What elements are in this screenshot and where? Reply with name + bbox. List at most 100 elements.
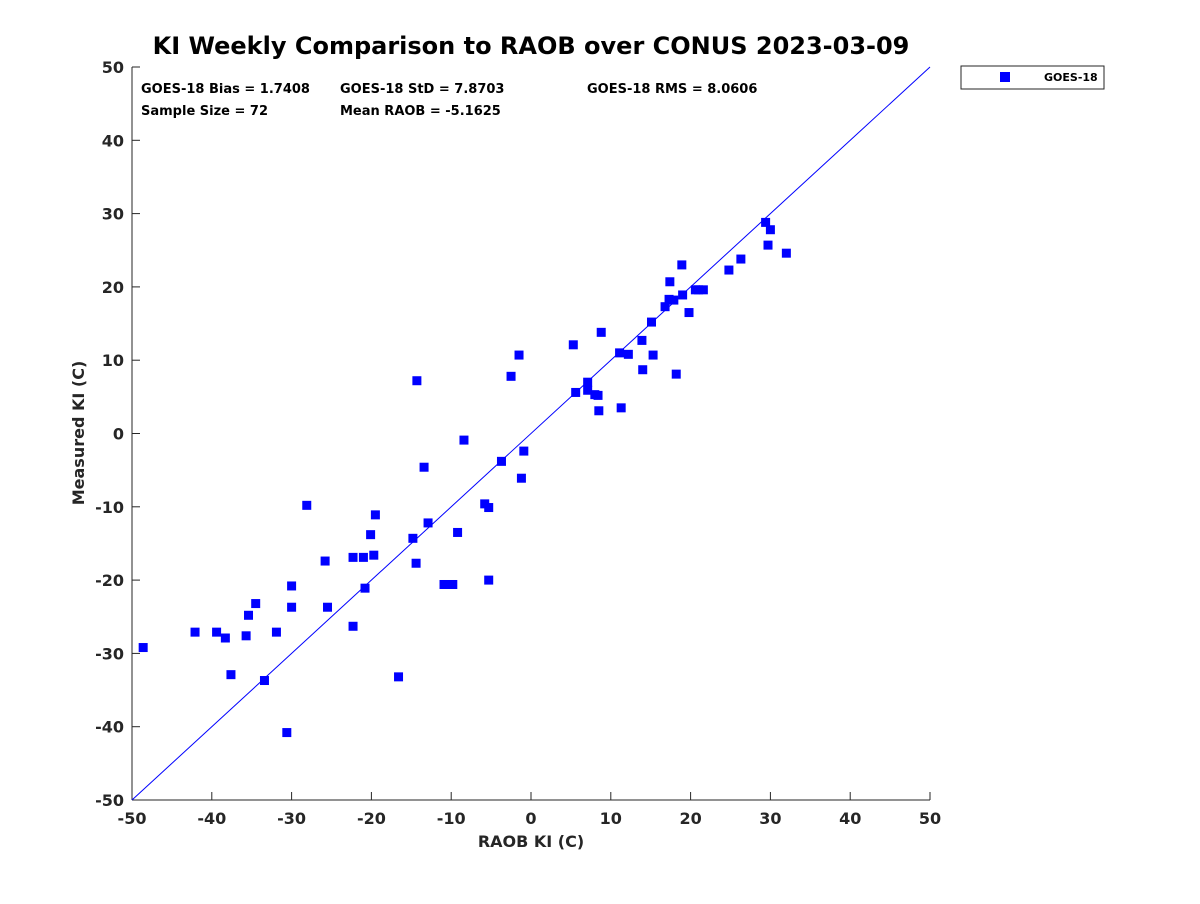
stat-std: GOES-18 StD = 7.8703 [340, 82, 504, 97]
data-point [423, 518, 433, 528]
data-point [408, 533, 418, 543]
legend-box [960, 65, 1105, 90]
data-point [369, 550, 379, 560]
x-tick-label: 0 [525, 809, 536, 828]
legend: GOES-18 [960, 65, 1105, 90]
y-tick-label: 50 [102, 58, 124, 77]
x-tick-label: 50 [919, 809, 941, 828]
data-point [212, 627, 222, 637]
data-point [765, 225, 775, 235]
legend-label: GOES-18 [1044, 71, 1098, 84]
data-point [694, 285, 704, 295]
x-ticks: -50 -40 -30 -20 -10 0 10 20 30 40 50 [118, 792, 941, 828]
data-point [271, 627, 281, 637]
data-point [348, 552, 358, 562]
data-point [448, 579, 458, 589]
data-point [724, 265, 734, 275]
data-point [594, 406, 604, 416]
data-point [244, 610, 254, 620]
data-points [138, 217, 791, 738]
data-point [678, 290, 688, 300]
data-point [677, 260, 687, 270]
data-point [637, 335, 647, 345]
data-point [394, 672, 404, 682]
y-ticks: -50 -40 -30 -20 -10 0 10 20 30 40 50 [95, 58, 140, 810]
x-tick-label: 30 [759, 809, 781, 828]
stat-bias: GOES-18 Bias = 1.7408 [141, 82, 310, 97]
stat-sample-size: Sample Size = 72 [141, 104, 268, 119]
stat-rms: GOES-18 RMS = 8.0606 [587, 82, 757, 97]
x-axis-label: RAOB KI (C) [478, 832, 584, 851]
data-point [596, 327, 606, 337]
data-point [484, 575, 494, 585]
data-point [259, 676, 269, 686]
data-point [736, 254, 746, 264]
data-point [453, 527, 463, 537]
data-point [669, 295, 679, 305]
data-point [302, 500, 312, 510]
data-point [571, 387, 581, 397]
data-point [516, 473, 526, 483]
data-point [615, 348, 625, 358]
x-tick-label: -30 [277, 809, 306, 828]
data-point [484, 503, 494, 513]
data-point [459, 435, 469, 445]
data-point [763, 240, 773, 250]
data-point [623, 349, 633, 359]
data-point [138, 643, 148, 653]
y-tick-label: -50 [95, 791, 124, 810]
data-point [358, 552, 368, 562]
x-tick-label: 20 [679, 809, 701, 828]
y-tick-label: -20 [95, 571, 124, 590]
data-point [287, 581, 297, 591]
data-point [348, 621, 358, 631]
data-point [648, 350, 658, 360]
data-point [287, 602, 297, 612]
data-point [323, 602, 333, 612]
data-point [660, 302, 670, 312]
y-tick-label: -10 [95, 498, 124, 517]
data-point [190, 627, 200, 637]
data-point [593, 390, 603, 400]
y-tick-label: 20 [102, 278, 124, 297]
one-to-one-reference-line [131, 66, 931, 801]
legend-marker-square-icon [1000, 72, 1010, 82]
data-point [411, 558, 421, 568]
data-point [684, 308, 694, 318]
y-tick-label: 0 [113, 425, 124, 444]
data-point [671, 369, 681, 379]
stats-block: GOES-18 Bias = 1.7408 GOES-18 StD = 7.87… [141, 82, 757, 119]
data-point [412, 376, 422, 386]
data-point [251, 599, 261, 609]
data-point [568, 340, 578, 350]
data-point [583, 377, 593, 387]
data-point [282, 728, 292, 738]
data-point [761, 217, 771, 227]
data-point [506, 371, 516, 381]
x-tick-label: 40 [839, 809, 861, 828]
data-point [583, 385, 593, 395]
data-point [370, 510, 380, 520]
reference-line-group [131, 66, 931, 801]
y-tick-label: -40 [95, 718, 124, 737]
y-tick-label: 30 [102, 205, 124, 224]
data-point [241, 631, 251, 641]
data-point [698, 285, 708, 295]
data-point [226, 670, 236, 680]
data-point [638, 365, 648, 375]
data-point [646, 317, 656, 327]
data-point [514, 350, 524, 360]
data-point [781, 248, 791, 258]
data-point [366, 530, 376, 540]
data-point [665, 277, 675, 287]
stat-mean-raob: Mean RAOB = -5.1625 [340, 104, 501, 119]
data-point [419, 462, 429, 472]
data-point [439, 579, 449, 589]
data-point [496, 456, 506, 466]
data-point [220, 633, 230, 643]
x-tick-label: 10 [600, 809, 622, 828]
x-tick-label: -50 [118, 809, 147, 828]
x-tick-label: -40 [197, 809, 226, 828]
